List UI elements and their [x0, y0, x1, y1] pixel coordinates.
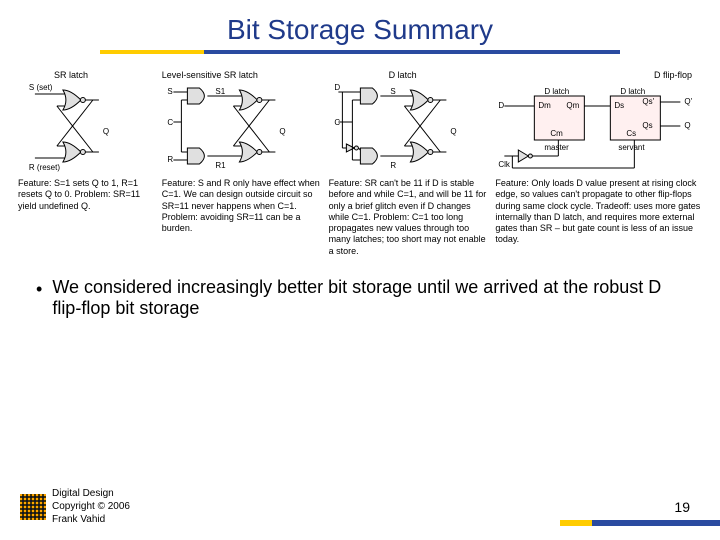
col-title: D flip-flop — [495, 70, 702, 80]
col-title: D latch — [329, 70, 490, 80]
svg-text:D latch: D latch — [545, 87, 570, 96]
footer-logo — [20, 494, 46, 520]
col-d-flipflop: D flip-flop D latc — [495, 70, 702, 257]
sr-latch-diagram: S (set) R (reset) Q — [18, 82, 156, 172]
col-sr-latch: SR latch S (set) R (reset) — [18, 70, 156, 257]
svg-text:D: D — [334, 83, 340, 92]
feature-text: Feature: S and R only have effect when C… — [162, 172, 323, 234]
diagram-columns: SR latch S (set) R (reset) — [0, 54, 720, 257]
svg-text:C: C — [167, 118, 173, 127]
svg-text:Cm: Cm — [551, 129, 564, 138]
svg-text:Cs: Cs — [627, 129, 637, 138]
label-q: Q — [103, 127, 109, 136]
svg-text:Q: Q — [450, 127, 456, 136]
label-s-set: S (set) — [29, 83, 53, 92]
d-flipflop-diagram: D latch D latch Dm Qm Ds Qs' Qs Cm Cs ma… — [495, 82, 702, 172]
svg-text:Qs: Qs — [643, 121, 653, 130]
feature-text: Feature: S=1 sets Q to 1, R=1 resets Q t… — [18, 172, 156, 212]
svg-text:Ds: Ds — [615, 101, 625, 110]
svg-text:Qm: Qm — [567, 101, 580, 110]
svg-text:S: S — [390, 87, 395, 96]
col-title: SR latch — [18, 70, 156, 80]
bullet-text: We considered increasingly better bit st… — [52, 277, 690, 319]
svg-text:Clk: Clk — [499, 160, 512, 169]
summary-bullet: • We considered increasingly better bit … — [0, 257, 720, 319]
col-title: Level-sensitive SR latch — [162, 70, 323, 80]
svg-text:S1: S1 — [215, 87, 225, 96]
level-sr-diagram: S C R S1 R1 Q — [162, 82, 323, 172]
bullet-marker: • — [36, 279, 42, 300]
svg-text:servant: servant — [619, 143, 646, 152]
svg-text:D: D — [499, 101, 505, 110]
label-r-reset: R (reset) — [29, 163, 60, 172]
page-number: 19 — [674, 499, 690, 515]
col-level-sr-latch: Level-sensitive SR latch — [162, 70, 323, 257]
svg-text:R: R — [390, 161, 396, 170]
d-latch-diagram: D C S R Q — [329, 82, 490, 172]
feature-text: Feature: Only loads D value present at r… — [495, 172, 702, 246]
svg-text:Qs': Qs' — [643, 97, 655, 106]
svg-text:Dm: Dm — [539, 101, 552, 110]
svg-text:Q: Q — [279, 127, 285, 136]
footer-accent-bar — [560, 520, 720, 526]
page-title: Bit Storage Summary — [0, 0, 720, 46]
svg-text:S: S — [167, 87, 172, 96]
svg-text:Q': Q' — [685, 97, 693, 106]
svg-text:R1: R1 — [215, 161, 226, 170]
svg-text:C: C — [334, 118, 340, 127]
svg-text:R: R — [167, 155, 173, 164]
svg-text:Q: Q — [685, 121, 691, 130]
svg-text:D latch: D latch — [621, 87, 646, 96]
col-d-latch: D latch — [329, 70, 490, 257]
feature-text: Feature: SR can't be 11 if D is stable b… — [329, 172, 490, 257]
footer-credit: Digital Design Copyright © 2006 Frank Va… — [52, 487, 130, 526]
svg-text:master: master — [545, 143, 570, 152]
